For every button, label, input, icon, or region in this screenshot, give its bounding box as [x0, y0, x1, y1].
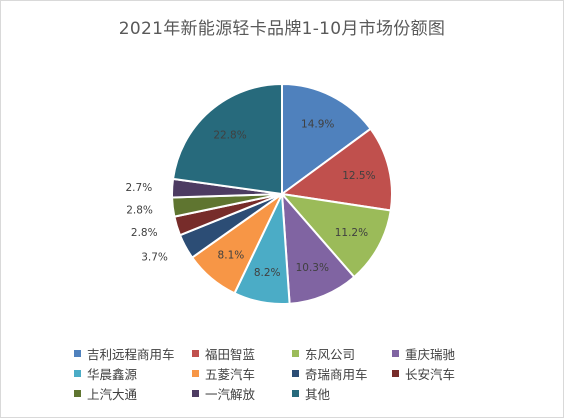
legend-swatch-9: [192, 390, 199, 397]
slice-label-10: 22.8%: [213, 129, 246, 141]
legend-item-7: 长安汽车: [392, 364, 455, 383]
legend-item-5: 五菱汽车: [192, 364, 255, 383]
legend-label-6: 奇瑞商用车: [305, 367, 368, 382]
legend-swatch-2: [292, 350, 299, 357]
legend-label-1: 福田智蓝: [205, 347, 256, 362]
pie-slice-1: [279, 127, 393, 212]
legend-item-9: 一汽解放: [192, 384, 255, 403]
legend-swatch-1: [192, 350, 199, 357]
legend-swatch-3: [392, 350, 399, 357]
legend-item-0: 吉利远程商用车: [74, 344, 175, 363]
legend-item-8: 上汽大通: [74, 384, 137, 403]
legend-label-8: 上汽大通: [87, 387, 138, 402]
pie-slice-3: [280, 191, 356, 305]
legend-label-10: 其他: [305, 387, 331, 402]
legend-label-5: 五菱汽车: [205, 367, 256, 382]
legend-item-4: 华晨鑫源: [74, 364, 137, 383]
legend-swatch-5: [192, 370, 199, 377]
pie-slice-10: [171, 82, 283, 196]
legend-item-3: 重庆瑞驰: [392, 344, 455, 363]
legend-item-2: 东风公司: [292, 344, 355, 363]
legend-swatch-6: [292, 370, 299, 377]
pie-slice-2: [279, 192, 392, 279]
legend-swatch-10: [292, 390, 299, 397]
legend-label-2: 东风公司: [305, 347, 356, 362]
slice-label-6: 3.7%: [141, 251, 168, 263]
legend-swatch-0: [74, 350, 81, 357]
slice-label-0: 14.9%: [301, 118, 334, 130]
slice-label-2: 11.2%: [335, 227, 368, 239]
slice-label-8: 2.8%: [126, 205, 153, 217]
slice-label-7: 2.8%: [131, 227, 158, 239]
legend-item-6: 奇瑞商用车: [292, 364, 368, 383]
legend-item-10: 其他: [292, 384, 330, 403]
legend-label-0: 吉利远程商用车: [87, 347, 175, 362]
slice-label-4: 8.2%: [254, 267, 281, 279]
slice-label-3: 10.3%: [296, 262, 329, 274]
legend-label-3: 重庆瑞驰: [405, 347, 456, 362]
legend-label-9: 一汽解放: [205, 387, 256, 402]
slice-label-9: 2.7%: [126, 182, 153, 194]
legend-item-1: 福田智蓝: [192, 344, 255, 363]
slice-label-1: 12.5%: [342, 170, 375, 182]
legend-swatch-7: [392, 370, 399, 377]
legend-swatch-4: [74, 370, 81, 377]
slice-label-5: 8.1%: [218, 250, 245, 262]
legend-label-7: 长安汽车: [405, 367, 456, 382]
legend-swatch-8: [74, 390, 81, 397]
pie-slice-0: [281, 82, 372, 196]
chart-title: 2021年新能源轻卡品牌1-10月市场份额图: [118, 19, 446, 39]
legend-label-4: 华晨鑫源: [87, 367, 138, 382]
